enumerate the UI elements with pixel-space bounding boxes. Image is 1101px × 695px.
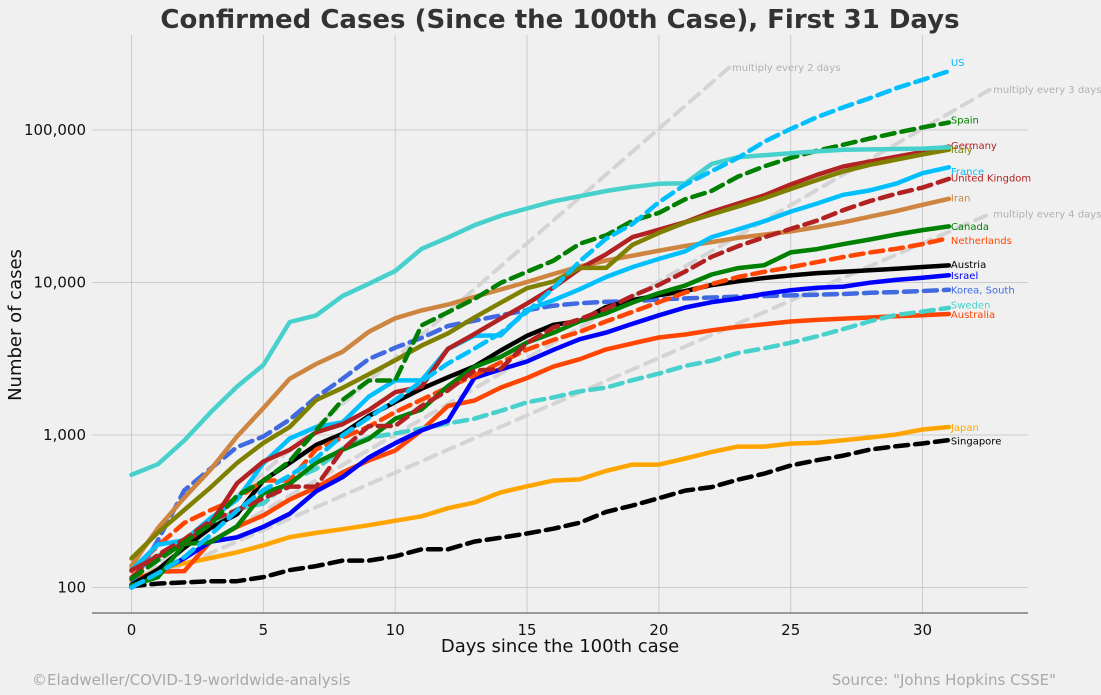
reference-line-label: multiply every 4 days xyxy=(993,209,1101,220)
reference-line xyxy=(129,211,994,590)
x-tick-label: 10 xyxy=(386,621,405,639)
x-tick-label: 25 xyxy=(781,621,800,639)
series-lines xyxy=(129,68,952,590)
x-axis-label: Days since the 100th case xyxy=(441,636,679,657)
series-line xyxy=(129,311,952,583)
series-line xyxy=(129,305,952,569)
series-end-label: Italy xyxy=(951,145,973,156)
series-line xyxy=(129,437,952,589)
series-end-label: US xyxy=(951,58,965,69)
reference-line-label: multiply every 3 days xyxy=(993,85,1101,96)
series-end-label: Australia xyxy=(951,310,995,321)
series-line xyxy=(129,196,952,568)
series-line xyxy=(129,424,952,587)
series-end-label: Iran xyxy=(951,194,971,205)
y-tick-label: 100,000 xyxy=(24,121,86,139)
x-tick-label: 20 xyxy=(649,621,668,639)
x-tick-label: 15 xyxy=(517,621,536,639)
series-end-label: Netherlands xyxy=(951,236,1012,247)
x-tick-label: 30 xyxy=(913,621,932,639)
credit-left: ©Eladweller/COVID-19-worldwide-analysis xyxy=(32,671,351,689)
y-tick-label: 1,000 xyxy=(43,426,86,444)
x-tick-label: 0 xyxy=(127,621,137,639)
series-line xyxy=(129,263,952,588)
series-end-label: Israel xyxy=(951,271,978,282)
series-end-label: Korea, South xyxy=(951,285,1015,296)
series-line xyxy=(129,68,952,590)
series-line xyxy=(129,176,952,580)
reference-line-label: multiply every 2 days xyxy=(732,63,840,74)
series-line xyxy=(129,235,952,574)
y-tick-label: 10,000 xyxy=(34,274,87,292)
series-line xyxy=(129,144,952,573)
credit-right: Source: "Johns Hopkins CSSE" xyxy=(832,671,1056,689)
y-tick-labels: 100 1,000 10,000 100,000 xyxy=(24,121,86,596)
series-end-label: Singapore xyxy=(951,437,1001,448)
series-end-label: Austria xyxy=(951,260,986,271)
series-end-label: United Kingdom xyxy=(951,173,1031,184)
x-tick-labels: 0 5 10 15 20 25 30 xyxy=(127,621,932,639)
reference-line-labels: multiply every 2 days multiply every 3 da… xyxy=(732,63,1101,221)
series-end-label: Sweden xyxy=(951,300,991,311)
x-tick-label: 5 xyxy=(259,621,269,639)
series-line xyxy=(129,273,952,590)
y-tick-label: 100 xyxy=(57,578,86,596)
series-line xyxy=(129,145,952,478)
series-end-label: Japan xyxy=(950,423,979,434)
series-line xyxy=(129,287,952,588)
series-end-label: France xyxy=(951,167,984,178)
y-axis-label: Number of cases xyxy=(5,249,26,401)
chart-title: Confirmed Cases (Since the 100th Case), … xyxy=(160,5,959,35)
series-end-label: Germany xyxy=(951,141,997,152)
series-end-label: Spain xyxy=(951,116,979,127)
series-end-label: Canada xyxy=(951,222,989,233)
series-line xyxy=(129,147,952,561)
